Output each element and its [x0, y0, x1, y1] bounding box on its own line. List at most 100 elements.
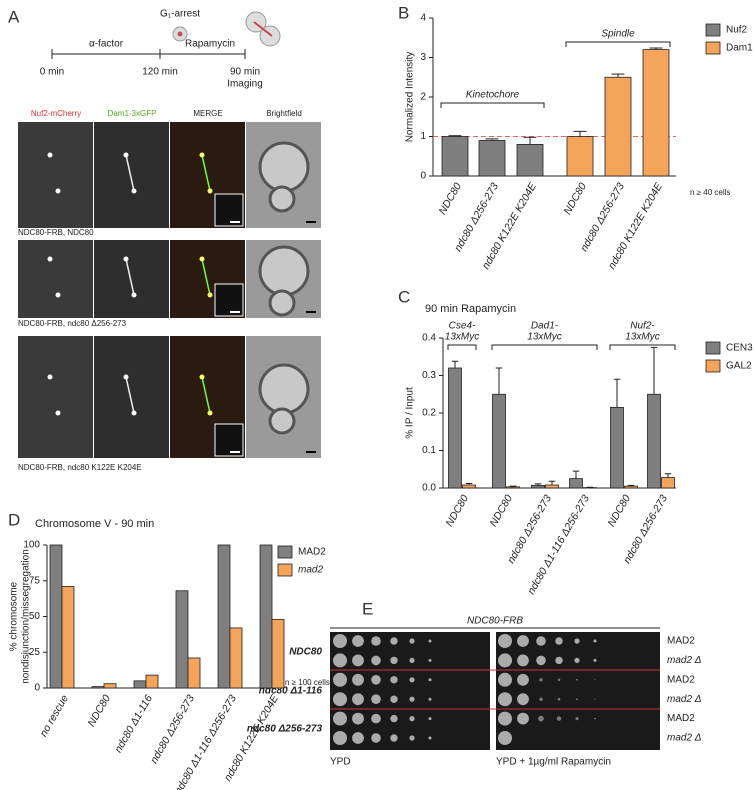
inset	[214, 193, 244, 227]
inset	[214, 423, 244, 457]
panel-label: A	[8, 7, 20, 26]
error-bar	[573, 130, 587, 137]
bar	[506, 486, 520, 489]
group-label: Spindle	[601, 29, 635, 40]
colony-spot	[371, 713, 381, 724]
colony-spot	[517, 673, 529, 686]
micrograph	[18, 336, 93, 458]
error-bar	[485, 138, 499, 141]
error-bar	[451, 360, 459, 368]
strain-label: NDC80	[289, 647, 322, 658]
y-tick-label: 0.3	[422, 370, 436, 381]
spot	[199, 374, 205, 380]
cell	[258, 141, 310, 193]
bar	[604, 76, 632, 177]
spindle	[125, 258, 135, 296]
colony-spot	[574, 657, 580, 664]
colony-spot	[517, 712, 529, 725]
bar	[531, 484, 545, 489]
x-tick-label: NDC80	[487, 493, 515, 529]
colony-spot	[390, 695, 398, 703]
timeline: G₁-arrest α-factor Rapamycin 0 min 120 m…	[40, 9, 281, 90]
micrograph	[94, 336, 169, 458]
colony-spot	[371, 655, 381, 666]
error-bar	[627, 484, 635, 487]
colony-spot	[428, 717, 432, 721]
colony-spot	[594, 679, 596, 681]
chart: Chromosome V - 90 min % chromosome nondisj…	[9, 518, 330, 790]
legend-swatch	[705, 23, 721, 37]
cell-icon	[253, 21, 273, 37]
plate-header: NDC80-FRB	[467, 616, 523, 627]
x-tick-label: ndc80 Δ1-116	[112, 693, 155, 755]
error-bar	[465, 483, 473, 485]
row-caption: NDC80-FRB, NDC80	[18, 228, 94, 237]
colony-spot	[574, 638, 580, 644]
colony-spot	[428, 678, 432, 682]
colony-spot	[409, 677, 415, 683]
error-bar	[495, 367, 503, 395]
plate	[330, 632, 490, 750]
y-tick-label: 0.1	[422, 445, 436, 456]
y-tick-label: 0.0	[422, 483, 436, 494]
colony-spot	[594, 698, 596, 700]
colony-spot	[576, 678, 578, 681]
spot	[55, 292, 61, 298]
condition-label: YPD + 1µg/ml Rapamycin	[496, 757, 611, 768]
spot	[47, 152, 53, 158]
bar	[492, 393, 506, 489]
colony-spot	[333, 731, 347, 745]
legend-swatch	[277, 545, 293, 559]
colony-spot	[409, 657, 415, 664]
spots	[330, 634, 660, 745]
bar	[175, 590, 189, 689]
colony-spot	[536, 655, 546, 666]
cell-icon	[177, 31, 183, 37]
group-label: Kinetochore	[466, 90, 520, 101]
column-header: MERGE	[193, 109, 222, 118]
group-label: Cse4-	[449, 321, 476, 332]
colony-spot	[428, 658, 432, 662]
spot	[123, 256, 129, 262]
spindle	[201, 376, 211, 414]
spindle	[125, 376, 135, 414]
colony-spot	[593, 658, 597, 662]
legend-label: Dam1	[726, 43, 753, 54]
colony-spot	[539, 697, 543, 701]
colony-spot	[517, 654, 529, 667]
bar	[145, 674, 159, 689]
bar	[566, 136, 594, 177]
legend-swatch	[277, 563, 293, 577]
error-bar	[664, 473, 672, 478]
timeline-label: 120 min	[142, 67, 178, 78]
bar	[271, 618, 285, 689]
spot	[131, 188, 137, 194]
colony-spot	[576, 698, 578, 701]
y-axis-label: Normalized Intensity	[405, 52, 416, 143]
spindle	[125, 154, 135, 192]
colony-spot	[498, 692, 512, 707]
bar	[569, 478, 583, 489]
colony-spot	[371, 733, 381, 743]
column-header: Dam1-3xGFP	[108, 109, 157, 118]
colony-spot	[352, 635, 364, 647]
y-tick-label: 25	[29, 647, 41, 658]
bar	[661, 477, 675, 489]
legend-label: mad2	[298, 565, 323, 576]
error-bar	[613, 378, 621, 408]
timeline-label: 90 min	[230, 67, 260, 78]
colony-spot	[538, 715, 544, 722]
y-axis-label: % IP / Input	[405, 387, 416, 439]
panel-label: E	[362, 599, 373, 618]
bar	[49, 544, 63, 689]
colony-spot	[557, 697, 561, 701]
colony-spot	[390, 656, 398, 665]
group-bracket	[447, 344, 477, 350]
colony-spot	[536, 636, 546, 646]
x-tick-label: NDC80	[436, 181, 464, 217]
micrograph	[18, 240, 93, 318]
error-bar	[649, 47, 663, 50]
genotype-label: MAD2	[667, 713, 695, 724]
row-caption: NDC80-FRB, ndc80 K122E K204E	[18, 463, 142, 472]
timeline-label: Imaging	[227, 79, 263, 90]
